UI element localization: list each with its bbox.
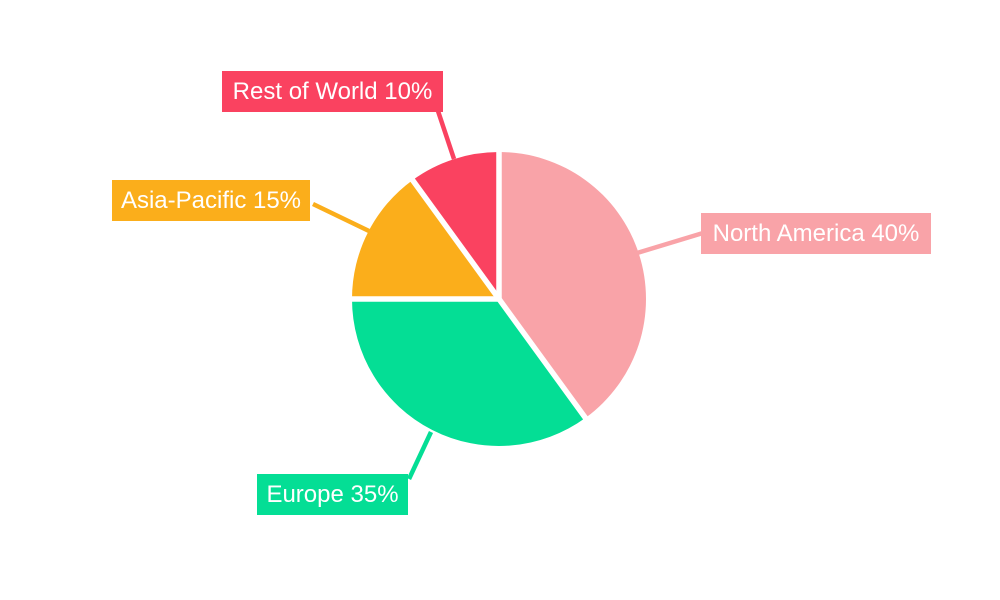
slice-separator: [496, 297, 589, 422]
slice-label-asia-pacific: Asia-Pacific 15%: [112, 180, 310, 221]
pie-slice-rest-of-world[interactable]: [412, 152, 499, 299]
slice-label-europe: Europe 35%: [257, 474, 408, 515]
leader-line-north-america: [636, 230, 704, 256]
slice-label-north-america: North America 40%: [701, 213, 931, 254]
pie-slice-asia-pacific[interactable]: [352, 180, 499, 299]
leader-line-rest-of-world: [435, 110, 457, 160]
slice-label-rest-of-world: Rest of World 10%: [222, 71, 443, 112]
pie-slice-europe[interactable]: [352, 299, 586, 447]
slice-separator: [409, 176, 502, 301]
pie-slice-north-america[interactable]: [499, 152, 646, 418]
leader-line-europe: [406, 431, 434, 480]
leader-line-asia-pacific: [312, 201, 370, 234]
